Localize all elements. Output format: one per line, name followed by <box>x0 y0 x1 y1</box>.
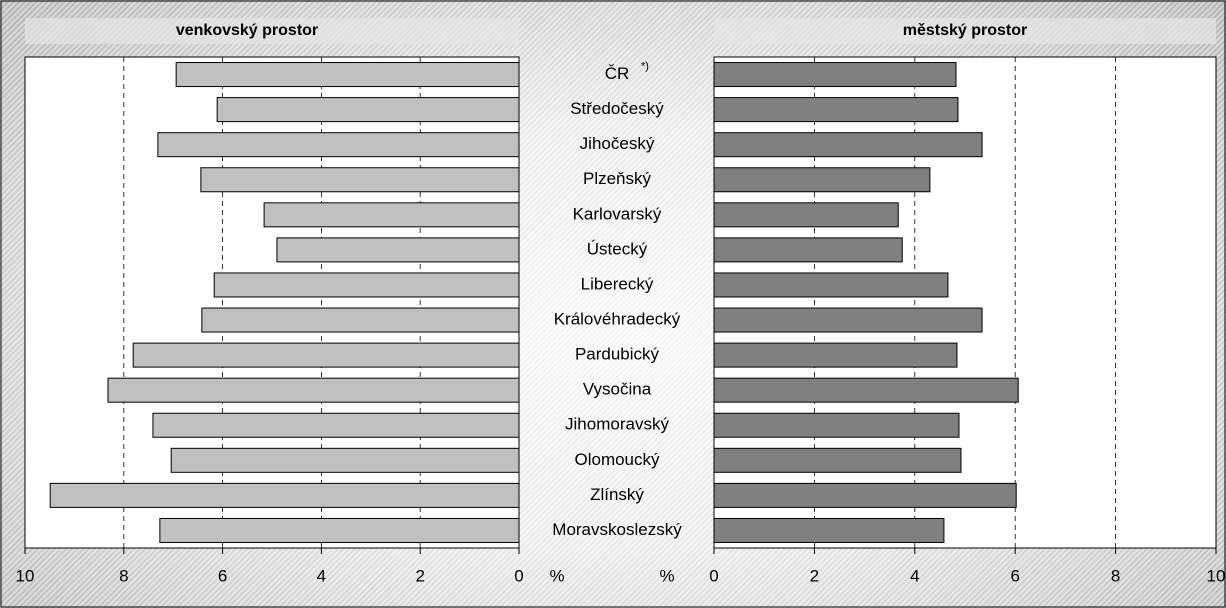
x-tick-label: 2 <box>810 566 819 585</box>
title-band <box>714 18 1216 44</box>
x-tick-label: 8 <box>119 566 128 585</box>
bar <box>216 97 520 123</box>
bar <box>276 237 520 263</box>
bar <box>713 377 1019 403</box>
bar <box>175 62 520 88</box>
x-tick-label: 8 <box>1111 566 1120 585</box>
bar <box>157 132 520 158</box>
category-label: Karlovarský <box>573 204 662 223</box>
category-label: Pardubický <box>575 345 660 364</box>
bar <box>713 202 899 228</box>
bar <box>713 167 931 193</box>
category-label: Jihočeský <box>580 134 655 153</box>
x-axis-unit: % <box>659 566 674 585</box>
bar <box>713 342 958 368</box>
x-tick-label: 0 <box>514 566 523 585</box>
x-tick-label: 6 <box>1010 566 1019 585</box>
bar <box>159 517 520 543</box>
category-label: Vysočina <box>583 380 652 399</box>
category-label: Středočeský <box>570 99 664 118</box>
bar <box>107 377 520 403</box>
category-label: ČR <box>605 64 630 83</box>
panel-title: venkovský prostor <box>176 22 318 39</box>
x-tick-label: 10 <box>16 566 35 585</box>
bar <box>213 272 520 298</box>
category-label: Moravskoslezský <box>552 520 682 539</box>
bar <box>263 202 520 228</box>
bar <box>200 167 520 193</box>
plot-area <box>24 56 520 549</box>
bar <box>713 62 957 88</box>
category-label: Liberecký <box>581 274 654 293</box>
category-label: Jihomoravský <box>565 415 669 434</box>
x-tick-label: 2 <box>415 566 424 585</box>
bar <box>713 412 960 438</box>
bar <box>201 307 520 333</box>
category-label: Královéhradecký <box>554 310 681 329</box>
x-tick-label: 4 <box>317 566 326 585</box>
bar <box>152 412 520 438</box>
x-tick-label: 6 <box>218 566 227 585</box>
x-tick-label: 10 <box>1207 566 1226 585</box>
bar <box>713 447 962 473</box>
plot-area <box>713 56 1217 549</box>
category-label: Plzeňský <box>583 169 652 188</box>
panel-title: městský prostor <box>903 22 1028 39</box>
bar <box>713 307 983 333</box>
bar <box>713 97 959 123</box>
x-tick-label: 0 <box>709 566 718 585</box>
title-band <box>25 18 519 44</box>
x-tick-label: 4 <box>910 566 919 585</box>
bar <box>132 342 520 368</box>
bar <box>713 272 949 298</box>
bar <box>713 132 983 158</box>
category-label: Olomoucký <box>574 450 660 469</box>
category-label: Zlínský <box>590 485 644 504</box>
bar <box>713 517 945 543</box>
bar <box>713 482 1017 508</box>
bar <box>49 482 520 508</box>
bar <box>170 447 520 473</box>
category-label: Ústecký <box>587 239 648 258</box>
x-axis-unit: % <box>549 566 564 585</box>
category-note: *) <box>641 60 649 72</box>
bar <box>713 237 903 263</box>
